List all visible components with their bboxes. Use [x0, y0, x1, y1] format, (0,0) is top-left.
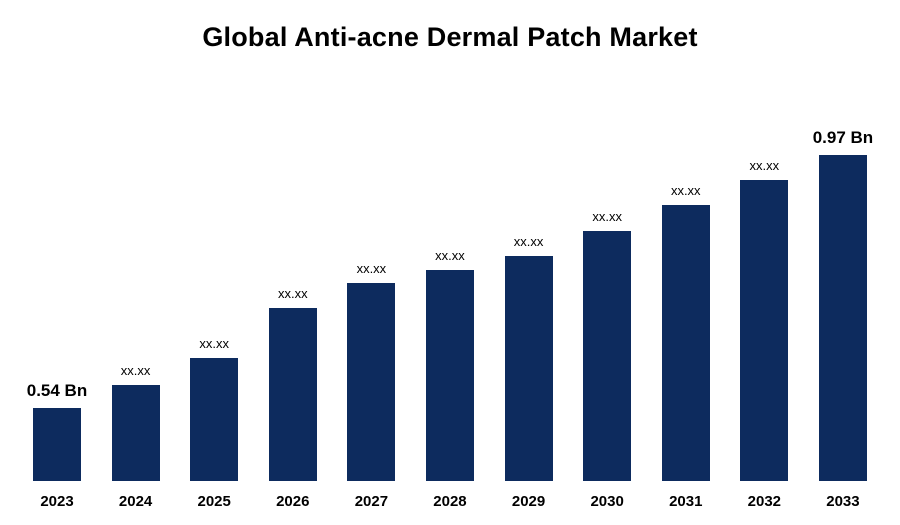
- bar-value-label: xx.xx: [513, 234, 544, 249]
- bar: [268, 308, 317, 481]
- bar-column: xx.xx 2032: [725, 83, 803, 513]
- x-axis-label: 2029: [511, 493, 546, 510]
- bar-value-label: 0.97 Bn: [812, 128, 874, 147]
- x-axis-label: 2032: [747, 493, 782, 510]
- bar-value-label: xx.xx: [277, 286, 308, 301]
- bar: [111, 385, 160, 481]
- bar-column: xx.xx 2030: [568, 83, 646, 513]
- bar: [504, 256, 553, 481]
- bar-column: xx.xx 2025: [175, 83, 253, 513]
- x-axis-label: 2023: [40, 493, 74, 510]
- x-axis-label: 2025: [197, 493, 231, 510]
- bar-column: xx.xx 2027: [332, 83, 410, 513]
- bar: [583, 231, 632, 481]
- x-axis-label: 2031: [669, 493, 703, 510]
- bar-column: xx.xx 2024: [97, 83, 175, 513]
- bar-value-label: xx.xx: [356, 261, 387, 276]
- bar-value-label: xx.xx: [120, 363, 151, 378]
- bar-column: 0.54 Bn 2023: [18, 83, 96, 513]
- bar: [33, 408, 81, 481]
- bar-column: xx.xx 2029: [490, 83, 568, 513]
- x-axis-label: 2026: [276, 493, 310, 510]
- bar: [347, 283, 396, 481]
- bar: [190, 358, 239, 481]
- bar-value-label: xx.xx: [435, 248, 465, 263]
- x-axis-label: 2027: [354, 493, 389, 510]
- bar: [818, 155, 867, 481]
- bar: [661, 205, 710, 481]
- x-axis-label: 2028: [433, 493, 467, 510]
- bar-column: xx.xx 2028: [411, 83, 489, 513]
- x-axis-label: 2030: [590, 493, 624, 510]
- bar-value-label: xx.xx: [749, 158, 780, 173]
- x-axis-label: 2033: [826, 493, 860, 510]
- bar: [425, 270, 474, 481]
- bar-value-label: xx.xx: [592, 209, 622, 224]
- bar-chart: 0.54 Bn 2023 xx.xx 2024 xx.xx 2025 xx.xx 2026 xx…: [18, 83, 882, 513]
- bar-value-label: xx.xx: [670, 183, 701, 198]
- bar-column: xx.xx 2031: [647, 83, 725, 513]
- bar-value-label: xx.xx: [199, 336, 229, 351]
- chart-title: Global Anti-acne Dermal Patch Market: [202, 22, 698, 52]
- bar-column: 0.97 Bn 2033: [804, 83, 882, 513]
- bar-value-label: 0.54 Bn: [26, 381, 88, 400]
- x-axis-label: 2024: [118, 493, 153, 510]
- bar-column: xx.xx 2026: [254, 83, 332, 513]
- bar: [740, 180, 789, 481]
